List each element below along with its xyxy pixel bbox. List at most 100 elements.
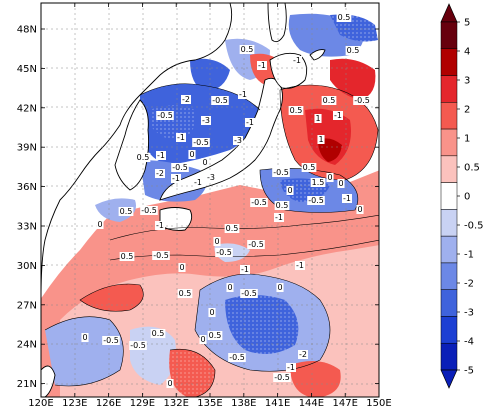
colorbar-label: 5 <box>464 18 470 29</box>
colorbar-top-arrow <box>440 3 458 23</box>
contour-label: -0.5 <box>247 240 265 249</box>
contour-label-bg <box>211 96 229 105</box>
contour-label-text: 0 <box>287 186 292 195</box>
contour-label-text: -0.5 <box>354 96 370 105</box>
contour-label-text: 0.5 <box>209 331 222 340</box>
contour-label: -0.5 <box>211 96 229 105</box>
colorbar-label: 0 <box>464 192 470 203</box>
lon-label: 126E <box>96 398 121 408</box>
contour-label: 0 <box>166 379 174 388</box>
contour-label-bg <box>192 138 210 147</box>
contour-label: 1 <box>314 114 322 123</box>
colorbar-swatch <box>440 262 458 290</box>
colorbar-label: -0.5 <box>464 221 484 232</box>
contour-label: -0.5 <box>171 163 189 172</box>
contour-label-bg <box>326 173 334 182</box>
lat-label: 48N <box>17 25 37 36</box>
contour-label-bg <box>102 336 120 345</box>
contour-label: -2 <box>298 350 308 359</box>
contour-label-bg <box>314 114 322 123</box>
contour-label: -3 <box>201 116 211 125</box>
contour-label: 0 <box>286 186 294 195</box>
contour-label-bg <box>228 353 246 362</box>
contour-label-bg <box>233 136 243 145</box>
contour-label-bg <box>245 118 255 127</box>
colorbar-label: 4 <box>464 47 470 58</box>
contour-label: -0.5 <box>228 353 246 362</box>
contour-label-bg <box>298 350 308 359</box>
contour-label-text: -1 <box>194 178 202 187</box>
contour-label-bg <box>356 205 364 214</box>
contour-label-text: 0.5 <box>121 252 134 261</box>
contour-label-bg <box>188 150 196 159</box>
contour-label: 0.5 <box>119 252 135 261</box>
contour-label-bg <box>166 379 174 388</box>
contour-label-text: -0.5 <box>241 289 257 298</box>
contour-label-text: -1 <box>239 90 247 99</box>
contour-label-bg <box>286 186 294 195</box>
contour-label-text: 0.5 <box>241 45 254 54</box>
contour-label-bg <box>213 237 221 246</box>
contour-label: -0.5 <box>240 289 258 298</box>
contour-label: -1 <box>257 61 267 70</box>
contour-label-text: -1 <box>246 118 254 127</box>
contour-label: 0.5 <box>207 331 223 340</box>
contour-label: 0 <box>96 220 104 229</box>
contour-label-bg <box>140 206 158 215</box>
contour-label-text: -0.5 <box>103 336 119 345</box>
contour-label: -1 <box>193 178 203 187</box>
colorbar-label: -4 <box>464 337 474 348</box>
contour-label-bg <box>240 289 258 298</box>
contour-label-bg <box>274 201 290 210</box>
contour-label-text: -0.5 <box>229 353 245 362</box>
contour-label-bg <box>257 61 267 70</box>
contour-label: -1 <box>295 261 305 270</box>
contour-label-bg <box>292 56 302 65</box>
lat-label: 45N <box>17 64 37 75</box>
contour-label: -1 <box>240 265 250 274</box>
contour-label-text: -3 <box>234 136 242 145</box>
colorbar-swatch <box>440 316 458 344</box>
contour-label-text: -0.5 <box>141 206 157 215</box>
contour-label-text: 0 <box>214 237 219 246</box>
contour-label-bg <box>152 251 170 260</box>
contour-label: 0.5 <box>239 45 255 54</box>
contour-label-text: -2 <box>299 350 307 359</box>
contour-label-text: 0.5 <box>276 201 289 210</box>
contour-label-bg <box>171 163 189 172</box>
contour-label: 0.5 <box>321 96 337 105</box>
colorbar-swatch <box>440 128 458 157</box>
contour-labels: 0.5-10.5-10.5-0.5-1-2-3 -1-0.5-1 -3-0.5-1 0… <box>81 13 371 388</box>
contour-label-text: -0.5 <box>212 96 228 105</box>
contour-label: 1.5 <box>310 178 326 187</box>
lon-label: 138E <box>231 398 256 408</box>
contour-label: 0 <box>226 283 234 292</box>
contour-label: -1 <box>238 90 248 99</box>
contour-label-text: 0 <box>209 308 214 317</box>
lon-label: 150E <box>366 398 391 408</box>
lat-label: 39N <box>17 143 37 154</box>
contour-label-text: -1 <box>334 111 342 120</box>
contour-label-text: -2 <box>182 95 190 104</box>
contour-label: -0.5 <box>156 111 174 120</box>
contour-label-text: 0 <box>357 205 362 214</box>
lon-label: 141E <box>265 398 290 408</box>
colorbar-swatch <box>440 21 458 50</box>
contour-label-text: -0.5 <box>273 168 289 177</box>
latitude-labels: 48N 45N 42N 39N 36N 33N 30N 27N 24N 21N <box>17 25 37 391</box>
contour-label: -0.5 <box>140 206 158 215</box>
lon-label: 123E <box>62 398 87 408</box>
contour-label-text: -0.5 <box>216 248 232 257</box>
contour-label: -0.5 <box>192 138 210 147</box>
lat-label: 30N <box>17 261 37 272</box>
contour-label: 0 <box>199 335 207 344</box>
contour-label: 0.5 <box>135 153 151 162</box>
contour-label-text: 0 <box>227 283 232 292</box>
contour-label-bg <box>301 163 317 172</box>
contour-label-text: -0.5 <box>251 198 267 207</box>
contour-label-text: -0.5 <box>274 373 290 382</box>
contour-label-text: 0.5 <box>347 46 360 55</box>
contour-label: 0 <box>213 237 221 246</box>
contour-label-text: -1 <box>293 56 301 65</box>
contour-label-bg <box>238 90 248 99</box>
